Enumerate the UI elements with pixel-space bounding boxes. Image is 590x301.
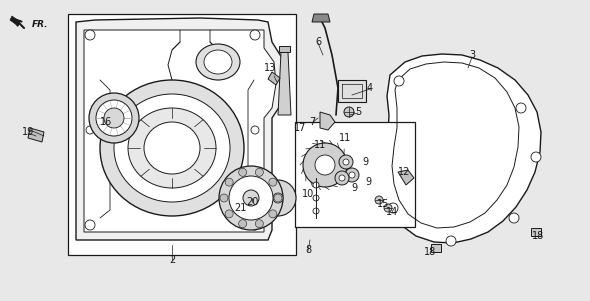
Circle shape — [315, 155, 335, 175]
Circle shape — [250, 220, 260, 230]
Circle shape — [509, 213, 519, 223]
Circle shape — [303, 143, 347, 187]
Circle shape — [344, 107, 354, 117]
Text: 9: 9 — [351, 183, 357, 193]
Circle shape — [219, 166, 283, 230]
Text: FR.: FR. — [32, 20, 48, 29]
Polygon shape — [320, 112, 335, 130]
Text: 11: 11 — [314, 140, 326, 150]
Text: 11: 11 — [339, 133, 351, 143]
Ellipse shape — [100, 80, 244, 216]
Text: 18: 18 — [532, 231, 544, 241]
Polygon shape — [278, 52, 291, 115]
Circle shape — [339, 175, 345, 181]
Ellipse shape — [204, 50, 232, 74]
Circle shape — [273, 193, 283, 203]
Bar — [338, 80, 366, 102]
Text: 19: 19 — [22, 127, 34, 137]
Circle shape — [335, 171, 349, 185]
Text: 13: 13 — [264, 63, 276, 73]
Text: 18: 18 — [424, 247, 436, 257]
Text: 9: 9 — [365, 177, 371, 187]
Polygon shape — [312, 14, 330, 22]
Circle shape — [255, 168, 263, 176]
Circle shape — [229, 176, 273, 220]
Ellipse shape — [114, 94, 230, 202]
Text: 15: 15 — [377, 199, 389, 209]
Polygon shape — [28, 128, 44, 142]
Ellipse shape — [144, 122, 200, 174]
Circle shape — [225, 210, 233, 218]
Text: 3: 3 — [469, 50, 475, 60]
Circle shape — [446, 236, 456, 246]
Text: 20: 20 — [246, 197, 258, 207]
Text: 12: 12 — [398, 167, 410, 177]
Circle shape — [394, 76, 404, 86]
Circle shape — [339, 155, 353, 169]
Ellipse shape — [128, 108, 216, 188]
Circle shape — [269, 210, 277, 218]
Polygon shape — [10, 16, 20, 26]
Text: 5: 5 — [355, 107, 361, 117]
Text: 16: 16 — [100, 117, 112, 127]
Bar — [295, 122, 415, 227]
Text: 21: 21 — [234, 203, 246, 213]
Circle shape — [104, 108, 124, 128]
Circle shape — [255, 220, 263, 228]
Circle shape — [96, 100, 132, 136]
Polygon shape — [398, 170, 414, 185]
Circle shape — [260, 180, 296, 216]
Circle shape — [343, 159, 349, 165]
Text: 9: 9 — [362, 157, 368, 167]
Circle shape — [89, 93, 139, 143]
Text: 4: 4 — [367, 83, 373, 93]
Bar — [431, 244, 441, 252]
Polygon shape — [382, 54, 541, 243]
Circle shape — [384, 204, 392, 212]
Circle shape — [239, 220, 247, 228]
Circle shape — [388, 203, 398, 213]
Circle shape — [516, 103, 526, 113]
Polygon shape — [76, 18, 285, 240]
Circle shape — [85, 220, 95, 230]
Circle shape — [274, 194, 282, 202]
Circle shape — [250, 30, 260, 40]
Text: 17: 17 — [294, 123, 306, 133]
Circle shape — [243, 190, 259, 206]
Circle shape — [313, 195, 319, 201]
Circle shape — [313, 208, 319, 214]
Circle shape — [313, 182, 319, 188]
Polygon shape — [279, 46, 290, 52]
Circle shape — [375, 196, 383, 204]
Bar — [531, 228, 541, 236]
Ellipse shape — [196, 44, 240, 80]
Circle shape — [239, 168, 247, 176]
Text: 8: 8 — [305, 245, 311, 255]
Circle shape — [220, 194, 228, 202]
Circle shape — [531, 152, 541, 162]
Text: 14: 14 — [386, 207, 398, 217]
Text: 7: 7 — [309, 117, 315, 127]
Text: 2: 2 — [169, 255, 175, 265]
Circle shape — [86, 126, 94, 134]
Polygon shape — [84, 30, 276, 232]
Polygon shape — [268, 72, 280, 85]
Circle shape — [225, 178, 233, 186]
Text: 10: 10 — [302, 189, 314, 199]
Circle shape — [269, 178, 277, 186]
Circle shape — [85, 30, 95, 40]
Text: 6: 6 — [315, 37, 321, 47]
Bar — [68, 14, 296, 255]
Circle shape — [251, 126, 259, 134]
Circle shape — [345, 168, 359, 182]
Circle shape — [349, 172, 355, 178]
